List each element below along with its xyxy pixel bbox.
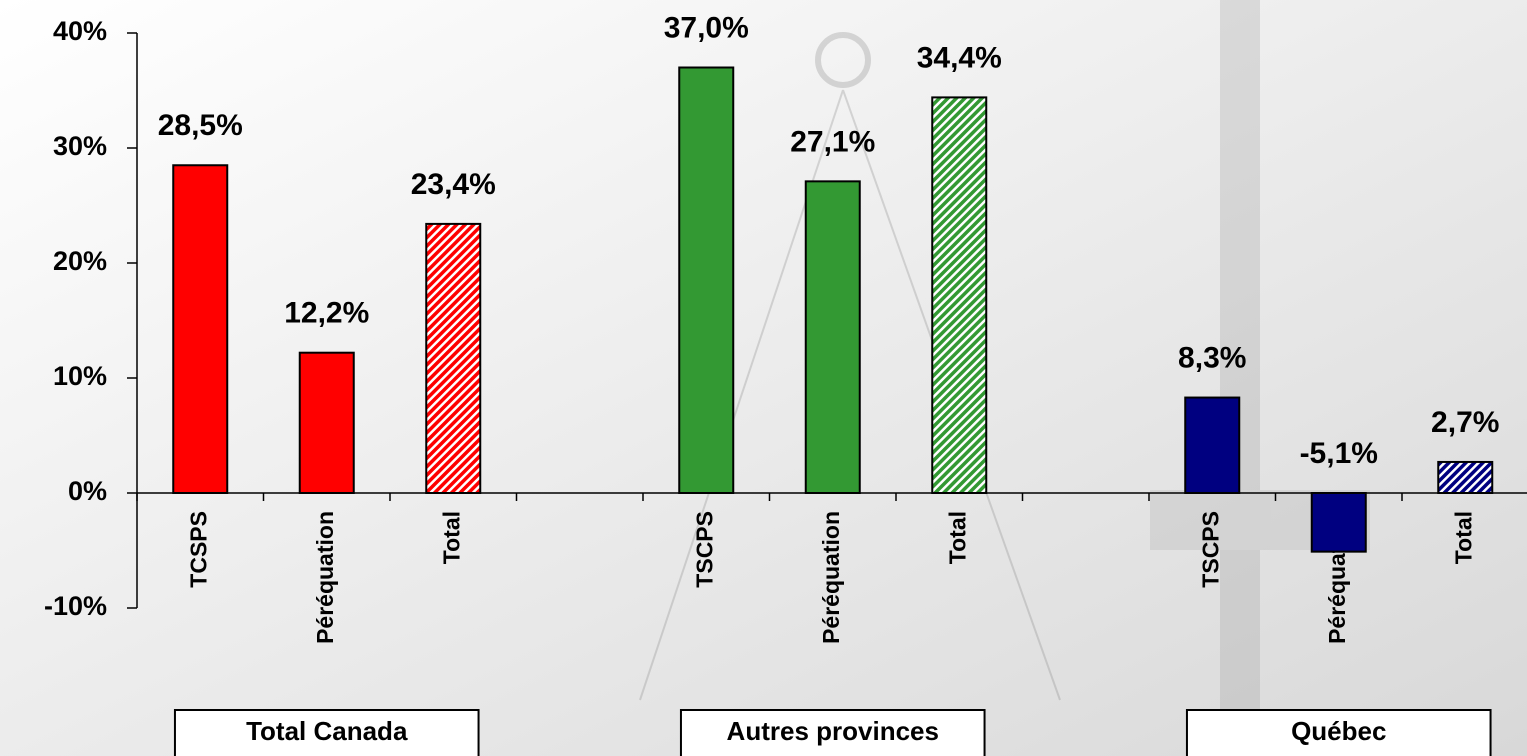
x-tick-label: TSCPS xyxy=(1197,511,1223,588)
y-tick-label: -10% xyxy=(44,591,107,621)
value-label: 28,5% xyxy=(158,109,243,142)
value-label: 34,4% xyxy=(917,41,1002,74)
y-tick-label: 0% xyxy=(68,476,107,506)
y-tick-label: 40% xyxy=(53,16,107,46)
value-label: 8,3% xyxy=(1178,341,1246,374)
x-tick-label: Total xyxy=(1450,511,1476,564)
group-label: Total Canada xyxy=(246,716,408,746)
x-tick-label: TSCPS xyxy=(691,511,717,588)
bar xyxy=(932,97,986,493)
bar xyxy=(1438,462,1492,493)
x-tick-label: Péréquation xyxy=(818,511,844,644)
x-tick-label: Total xyxy=(944,511,970,564)
chart: -10% 0% 10% 20% 30% 40% TCSPS 28,5% Péréquation 1… xyxy=(0,0,1527,756)
x-tick-label: Péréquation xyxy=(312,511,338,644)
value-label: 2,7% xyxy=(1431,406,1499,439)
bar xyxy=(679,68,733,494)
y-tick-label: 30% xyxy=(53,131,107,161)
value-label: 27,1% xyxy=(790,125,875,158)
bar xyxy=(1185,398,1239,493)
bar xyxy=(300,353,354,493)
x-tick-label: Total xyxy=(438,511,464,564)
page: -10% 0% 10% 20% 30% 40% TCSPS 28,5% Péréquation 1… xyxy=(0,0,1527,756)
value-label: 23,4% xyxy=(411,168,496,201)
bar xyxy=(806,181,860,493)
y-tick-label: 10% xyxy=(53,361,107,391)
group-label: Autres provinces xyxy=(727,716,939,746)
bar xyxy=(1312,493,1366,552)
value-label: 12,2% xyxy=(284,297,369,330)
y-tick-label: 20% xyxy=(53,246,107,276)
bar xyxy=(426,224,480,493)
value-label: -5,1% xyxy=(1300,437,1378,470)
group-label: Québec xyxy=(1291,716,1386,746)
bar xyxy=(173,165,227,493)
value-label: 37,0% xyxy=(664,11,749,44)
x-tick-label: TCSPS xyxy=(185,511,211,588)
